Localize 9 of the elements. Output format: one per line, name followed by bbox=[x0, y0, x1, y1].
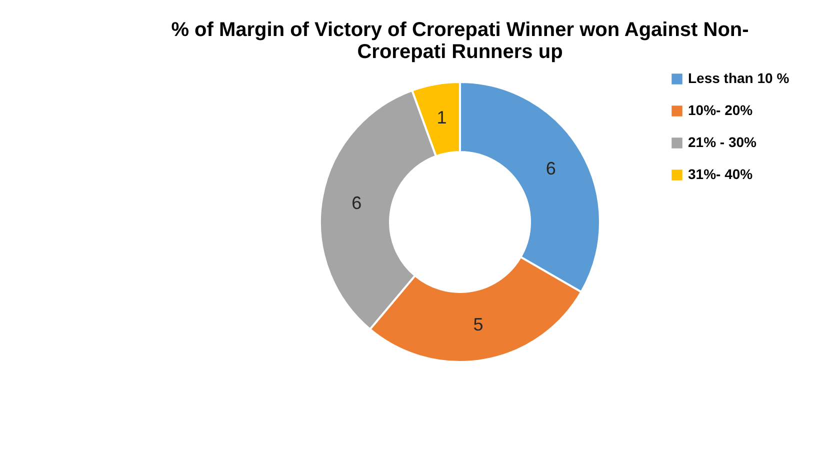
legend-label: 10%- 20% bbox=[688, 102, 754, 118]
data-label: 6 bbox=[546, 158, 556, 178]
data-label: 1 bbox=[436, 108, 447, 128]
legend-label: 21% - 30% bbox=[688, 134, 758, 150]
legend-label: 31%- 40% bbox=[688, 166, 754, 182]
legend-label: Less than 10 % bbox=[688, 70, 790, 86]
data-label: 5 bbox=[473, 314, 484, 334]
data-label: 6 bbox=[352, 192, 362, 213]
chart-title: % of Margin of Victory of Crorepati Winner won Against Non-Crorepati Runners up bbox=[171, 19, 749, 63]
